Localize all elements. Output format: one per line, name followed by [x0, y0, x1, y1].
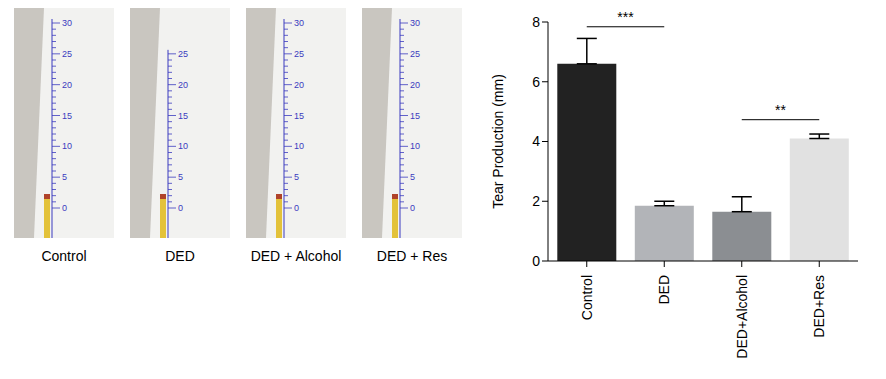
- svg-text:15: 15: [62, 111, 72, 121]
- svg-text:5: 5: [178, 172, 183, 182]
- svg-text:6: 6: [532, 74, 540, 90]
- svg-text:***: ***: [617, 9, 634, 25]
- svg-text:0: 0: [532, 253, 540, 269]
- svg-text:DED+Alcohol: DED+Alcohol: [734, 275, 750, 359]
- svg-text:30: 30: [62, 18, 72, 28]
- svg-text:25: 25: [62, 49, 72, 59]
- svg-text:10: 10: [294, 141, 304, 151]
- svg-text:Tear Production (mm): Tear Production (mm): [490, 74, 506, 209]
- svg-text:15: 15: [178, 111, 188, 121]
- svg-text:8: 8: [532, 14, 540, 30]
- svg-text:20: 20: [62, 80, 72, 90]
- svg-text:**: **: [775, 102, 786, 118]
- svg-text:10: 10: [62, 141, 72, 151]
- svg-text:0: 0: [178, 203, 183, 213]
- html-text:Control: Control: [41, 248, 87, 264]
- svg-text:15: 15: [410, 111, 420, 121]
- svg-text:4: 4: [532, 133, 540, 149]
- svg-text:Control: Control: [579, 275, 595, 320]
- svg-text:20: 20: [294, 80, 304, 90]
- svg-text:20: 20: [178, 80, 188, 90]
- svg-text:0: 0: [294, 203, 299, 213]
- svg-text:5: 5: [294, 172, 299, 182]
- svg-text:2: 2: [532, 193, 540, 209]
- svg-text:20: 20: [410, 80, 420, 90]
- svg-text:0: 0: [62, 203, 67, 213]
- html-text:DED + Res: DED + Res: [376, 248, 448, 264]
- svg-text:10: 10: [178, 141, 188, 151]
- svg-text:10: 10: [410, 141, 420, 151]
- svg-text:0: 0: [410, 203, 415, 213]
- svg-text:5: 5: [410, 172, 415, 182]
- svg-text:25: 25: [410, 49, 420, 59]
- svg-text:5: 5: [62, 172, 67, 182]
- svg-text:DED: DED: [656, 275, 672, 305]
- svg-text:DED+Res: DED+Res: [811, 275, 827, 338]
- svg-text:30: 30: [294, 18, 304, 28]
- html-text:DED + Alcohol: DED + Alcohol: [250, 248, 342, 264]
- svg-text:25: 25: [178, 49, 188, 59]
- html-text:DED: DED: [165, 248, 195, 264]
- svg-text:15: 15: [294, 111, 304, 121]
- svg-text:30: 30: [410, 18, 420, 28]
- svg-text:25: 25: [294, 49, 304, 59]
